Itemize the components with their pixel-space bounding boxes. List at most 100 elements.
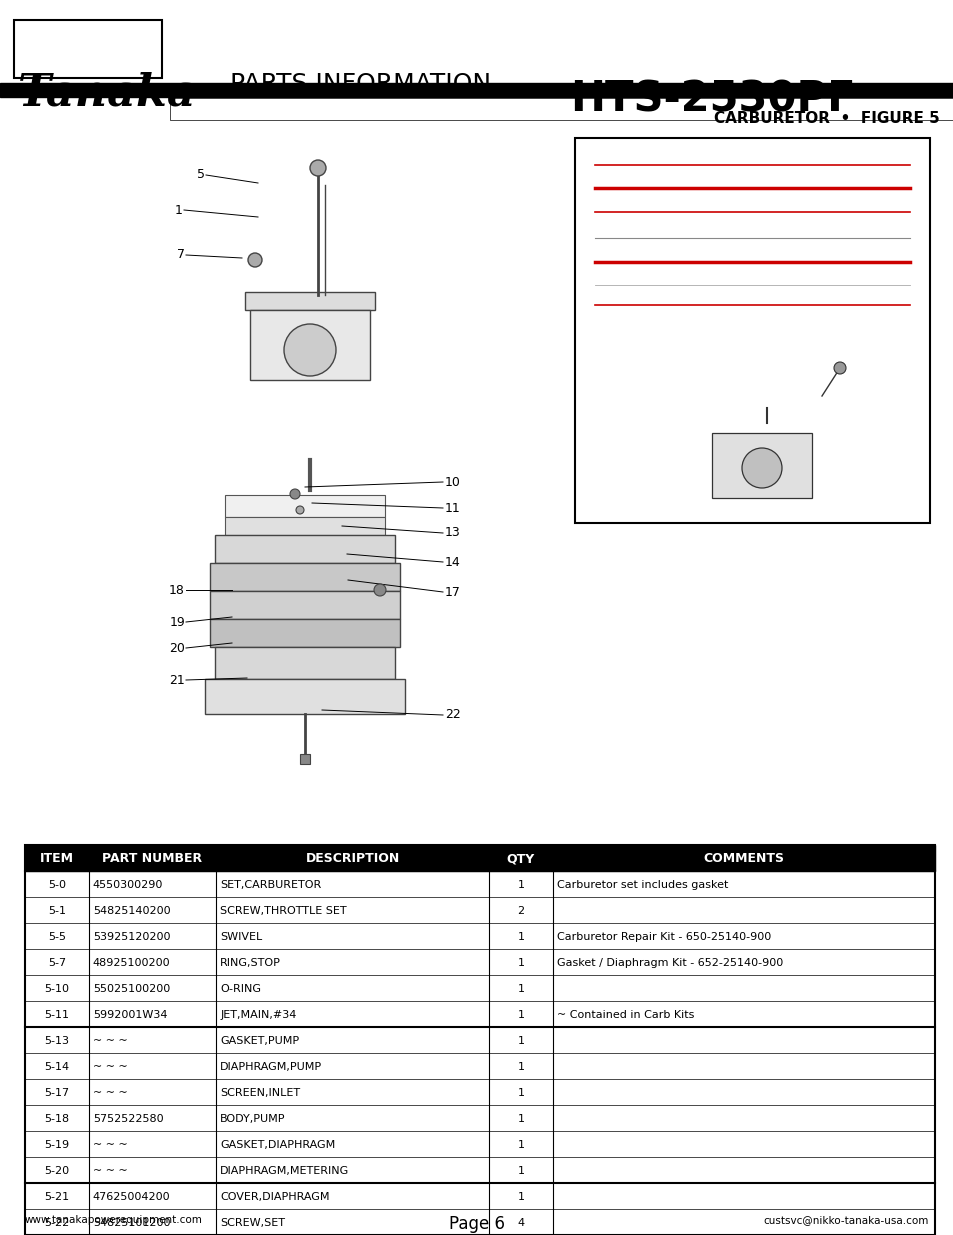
Text: 54825140200: 54825140200 [92,906,171,916]
Text: HTS-2530PF: HTS-2530PF [569,78,855,120]
Text: 1: 1 [517,932,524,942]
Bar [25,1002,934,1028]
Text: SWIVEL: SWIVEL [220,932,262,942]
Bar [575,138,929,522]
Text: 17: 17 [444,585,460,599]
Text: PART NUMBER: PART NUMBER [102,852,202,866]
Text: PARTS INFORMATION: PARTS INFORMATION [230,72,491,96]
Text: 1: 1 [517,1192,524,1202]
Text: 1: 1 [517,1140,524,1150]
Text: 5-14: 5-14 [44,1062,70,1072]
Bar [25,1028,934,1053]
Text: ~ Contained in Carb Kits: ~ Contained in Carb Kits [557,1010,694,1020]
Bar [225,517,385,535]
Text: SCREW,THROTTLE SET: SCREW,THROTTLE SET [220,906,346,916]
Bar [0,83,953,98]
Text: 5-1: 5-1 [48,906,66,916]
Text: SCREEN,INLET: SCREEN,INLET [220,1088,300,1098]
Text: ~ ~ ~: ~ ~ ~ [92,1140,128,1150]
Text: www.tanakapowerequipment.com: www.tanakapowerequipment.com [25,1215,203,1225]
Circle shape [741,448,781,488]
Bar [245,291,375,310]
Text: 20: 20 [169,641,185,655]
Text: Carburetor set includes gasket: Carburetor set includes gasket [557,881,727,890]
Text: Tanaka: Tanaka [18,72,196,115]
Text: 55025100200: 55025100200 [92,984,170,994]
Text: GASKET,DIAPHRAGM: GASKET,DIAPHRAGM [220,1140,335,1150]
Text: ~ ~ ~: ~ ~ ~ [92,1088,128,1098]
Circle shape [284,324,335,375]
Bar [25,974,934,1002]
Text: O-RING: O-RING [220,984,261,994]
Text: RING,STOP: RING,STOP [220,958,281,968]
Bar [210,563,399,592]
Bar [214,647,395,679]
Bar [25,1079,934,1105]
Text: 1: 1 [517,1062,524,1072]
Text: 5-17: 5-17 [44,1088,70,1098]
Bar [205,679,405,714]
Text: ~ ~ ~: ~ ~ ~ [92,1166,128,1176]
Text: 1: 1 [517,1114,524,1124]
Text: 47625004200: 47625004200 [92,1192,171,1202]
Text: 5-18: 5-18 [44,1114,70,1124]
Circle shape [290,489,299,499]
Bar [25,1105,934,1131]
Bar [25,923,934,948]
Text: DESCRIPTION: DESCRIPTION [305,852,399,866]
Text: 1: 1 [517,984,524,994]
Bar [225,495,385,517]
Text: 10: 10 [444,475,460,489]
Text: 5-19: 5-19 [44,1140,70,1150]
Text: 5-7: 5-7 [48,958,66,968]
Text: 54825101200: 54825101200 [92,1218,170,1228]
Text: ~ ~ ~: ~ ~ ~ [92,1062,128,1072]
Text: 5-11: 5-11 [44,1010,70,1020]
Text: 5: 5 [196,168,205,182]
Text: 1: 1 [517,881,524,890]
Circle shape [374,584,386,597]
Text: 11: 11 [444,501,460,515]
Text: 5-0: 5-0 [48,881,66,890]
Text: 5-13: 5-13 [44,1036,70,1046]
Text: SET,CARBURETOR: SET,CARBURETOR [220,881,321,890]
Bar [25,948,934,974]
Text: 4550300290: 4550300290 [92,881,163,890]
Text: 5-21: 5-21 [44,1192,70,1202]
Text: 13: 13 [444,526,460,540]
Circle shape [295,506,304,514]
Text: GASKET,PUMP: GASKET,PUMP [220,1036,299,1046]
Bar [250,310,370,380]
Circle shape [248,253,262,267]
Text: 1: 1 [517,958,524,968]
Bar [170,98,953,120]
Text: ~ ~ ~: ~ ~ ~ [92,1036,128,1046]
Text: 4: 4 [517,1218,524,1228]
Text: 2: 2 [517,906,524,916]
Text: 1: 1 [517,1166,524,1176]
Text: 1: 1 [517,1036,524,1046]
Text: 53925120200: 53925120200 [92,932,170,942]
Text: COMMENTS: COMMENTS [702,852,783,866]
Text: Page 6: Page 6 [449,1215,504,1233]
Text: 5-10: 5-10 [44,984,70,994]
Text: 1: 1 [517,1010,524,1020]
Text: 5752522580: 5752522580 [92,1114,163,1124]
Circle shape [310,161,326,177]
Bar [25,871,934,897]
Text: 7: 7 [177,248,185,262]
Text: 48925100200: 48925100200 [92,958,171,968]
Bar [214,535,395,563]
Text: 5-5: 5-5 [48,932,66,942]
Text: 19: 19 [169,615,185,629]
Text: 5-22: 5-22 [44,1218,70,1228]
Bar [25,1131,934,1157]
Text: 1: 1 [175,204,183,216]
Bar [299,755,310,764]
Text: JET,MAIN,#34: JET,MAIN,#34 [220,1010,296,1020]
Text: Gasket / Diaphragm Kit - 652-25140-900: Gasket / Diaphragm Kit - 652-25140-900 [557,958,782,968]
Bar [14,20,162,78]
Text: 21: 21 [169,673,185,687]
Bar [25,1053,934,1079]
Text: custsvc@nikko-tanaka-usa.com: custsvc@nikko-tanaka-usa.com [762,1215,928,1225]
